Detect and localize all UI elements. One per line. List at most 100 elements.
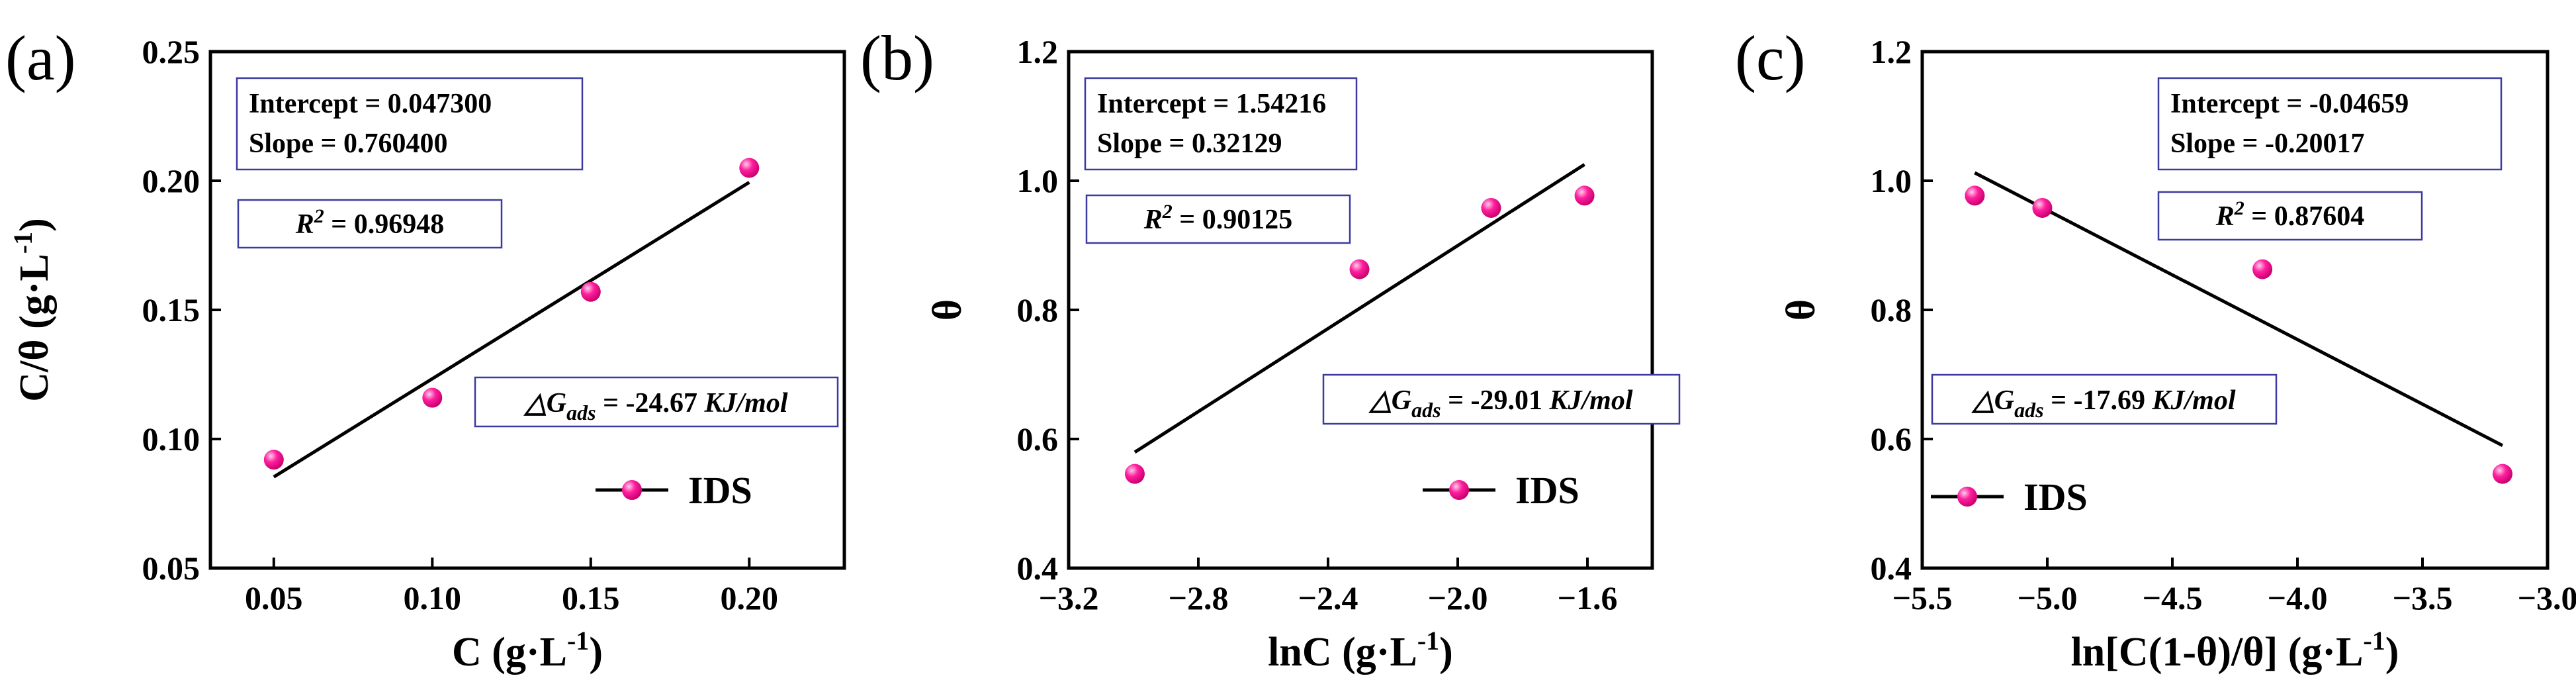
delta-g-unit: KJ/mol [703, 388, 787, 418]
y-tick-label: 0.6 [1017, 420, 1059, 458]
x-tick-label: −1.6 [1558, 579, 1618, 616]
r2-box [237, 199, 503, 249]
delta-g-symbol: △G [1368, 385, 1411, 416]
legend-marker [622, 480, 642, 500]
x-tick-label: −4.5 [2143, 579, 2203, 616]
x-tick-label: 0.05 [245, 579, 303, 616]
delta-g-value: = -17.69 [2044, 385, 2153, 416]
x-tick-label: 0.15 [562, 579, 620, 616]
y-axis-label-text: θ [925, 299, 970, 320]
x-axis-label-sup: -1 [1417, 626, 1439, 656]
y-axis-label: θ [925, 299, 970, 320]
r2-text: R2 = 0.90125 [1143, 201, 1292, 235]
data-point [580, 281, 601, 302]
delta-g-unit: KJ/mol [2151, 385, 2235, 416]
data-point [263, 450, 284, 470]
delta-g-symbol: △G [523, 388, 566, 418]
x-axis-label-sup: -1 [567, 626, 589, 656]
x-axis-label-text: C (g·L [452, 630, 567, 675]
delta-g-box [1931, 373, 2278, 425]
x-tick-label: −3.2 [1039, 579, 1099, 616]
r2-label: R [2215, 201, 2235, 232]
x-tick-label: −2.0 [1428, 579, 1488, 616]
fit-params-box [1084, 77, 1358, 171]
r2-sup: 2 [2234, 197, 2244, 219]
r2-value: = 0.90125 [1173, 205, 1292, 235]
delta-g-sub: ads [566, 401, 596, 424]
fit-params-box [236, 77, 584, 171]
delta-g-text: △Gads = -17.69 KJ/mol [1971, 385, 2235, 422]
intercept-text: Intercept = -0.04659 [2170, 89, 2409, 119]
panel-c: −5.5 −5.0 −4.5 −4.0 −3.5 −3.0 0.4 0.6 0.8 1.0 1.2 (… [1735, 23, 2576, 675]
data-point [1481, 197, 1501, 218]
fit-line [1974, 171, 2504, 448]
x-axis-label-text: ln[C(1-θ)/θ] (g·L [2071, 630, 2364, 675]
r2-label: R [295, 209, 314, 240]
y-tick-label: 0.05 [142, 550, 200, 587]
data-point [1965, 185, 1985, 206]
y-tick-label: 0.25 [142, 33, 200, 70]
delta-g-value: = -29.01 [1441, 385, 1550, 416]
x-tick-label: −5.0 [2018, 579, 2078, 616]
panel-b: −3.2 −2.8 −2.4 −2.0 −1.6 0.4 0.6 0.8 1.0 1.2 (b) ln… [860, 23, 1681, 675]
r2-text: R2 = 0.87604 [2215, 197, 2364, 232]
legend-marker [1957, 487, 1977, 507]
delta-g-box [474, 376, 839, 428]
legend-marker [1449, 480, 1469, 500]
x-axis-label: lnC (g·L-1) [1268, 626, 1453, 675]
y-axis-label-text: C/θ (g·L [12, 254, 57, 402]
delta-g-unit: KJ/mol [1548, 385, 1632, 416]
x-tick-label: 0.10 [404, 579, 462, 616]
y-tick-label: 1.2 [1871, 33, 1912, 70]
x-tick-label: −2.8 [1169, 579, 1229, 616]
x-axis-label-text: lnC (g·L [1268, 630, 1417, 675]
x-tick-label: −3.5 [2393, 579, 2453, 616]
slope-text: Slope = -0.20017 [2170, 128, 2364, 159]
r2-box [2157, 191, 2423, 241]
y-tick-label: 0.8 [1017, 291, 1059, 328]
data-point [1349, 259, 1370, 279]
y-tick-label: 0.8 [1871, 291, 1912, 328]
data-point [2252, 259, 2273, 279]
data-point [1124, 464, 1145, 484]
r2-value: = 0.87604 [2244, 201, 2364, 232]
r2-value: = 0.96948 [324, 209, 444, 240]
r2-text: R2 = 0.96948 [295, 205, 444, 240]
slope-text: Slope = 0.760400 [249, 128, 447, 159]
data-point [1574, 185, 1595, 206]
x-tick-label: 0.20 [721, 579, 779, 616]
r2-sup: 2 [1162, 201, 1173, 222]
x-tick-label: −3.0 [2518, 579, 2576, 616]
x-tick-label: −2.4 [1298, 579, 1358, 616]
x-axis-label: ln[C(1-θ)/θ] (g·L-1) [2071, 626, 2399, 675]
y-tick-label: 1.0 [1871, 162, 1912, 199]
y-tick-label: 0.4 [1017, 550, 1059, 587]
delta-g-value: = -24.67 [596, 388, 705, 418]
data-point [2032, 197, 2053, 218]
y-axis-label-text: θ [1779, 299, 1824, 320]
r2-box [1085, 194, 1351, 244]
intercept-text: Intercept = 1.54216 [1097, 89, 1326, 119]
y-axis-label: C/θ (g·L-1) [8, 218, 57, 402]
slope-text: Slope = 0.32129 [1097, 128, 1282, 159]
delta-g-text: △Gads = -24.67 KJ/mol [523, 388, 787, 424]
data-point [739, 158, 760, 178]
x-tick-label: −5.5 [1892, 579, 1953, 616]
x-axis-label-end: ) [1439, 630, 1453, 675]
y-tick-label: 0.15 [142, 291, 200, 328]
delta-g-box [1322, 373, 1681, 425]
y-tick-label: 0.10 [142, 420, 200, 458]
y-tick-label: 1.0 [1017, 162, 1059, 199]
x-axis-label-end: ) [2385, 630, 2399, 675]
panel-label: (b) [860, 23, 934, 93]
y-axis-label: θ [1779, 299, 1824, 320]
panel-a: 0.05 0.10 0.15 0.20 0.05 0.10 0.15 0.20 0.25 (a) C… [5, 23, 846, 675]
x-axis-label: C (g·L-1) [452, 626, 603, 675]
panel-label: (a) [5, 23, 76, 93]
legend-label: IDS [688, 469, 752, 512]
fit-line [273, 181, 750, 479]
legend-label: IDS [1515, 469, 1579, 512]
data-point [422, 387, 443, 408]
r2-label: R [1143, 205, 1163, 235]
